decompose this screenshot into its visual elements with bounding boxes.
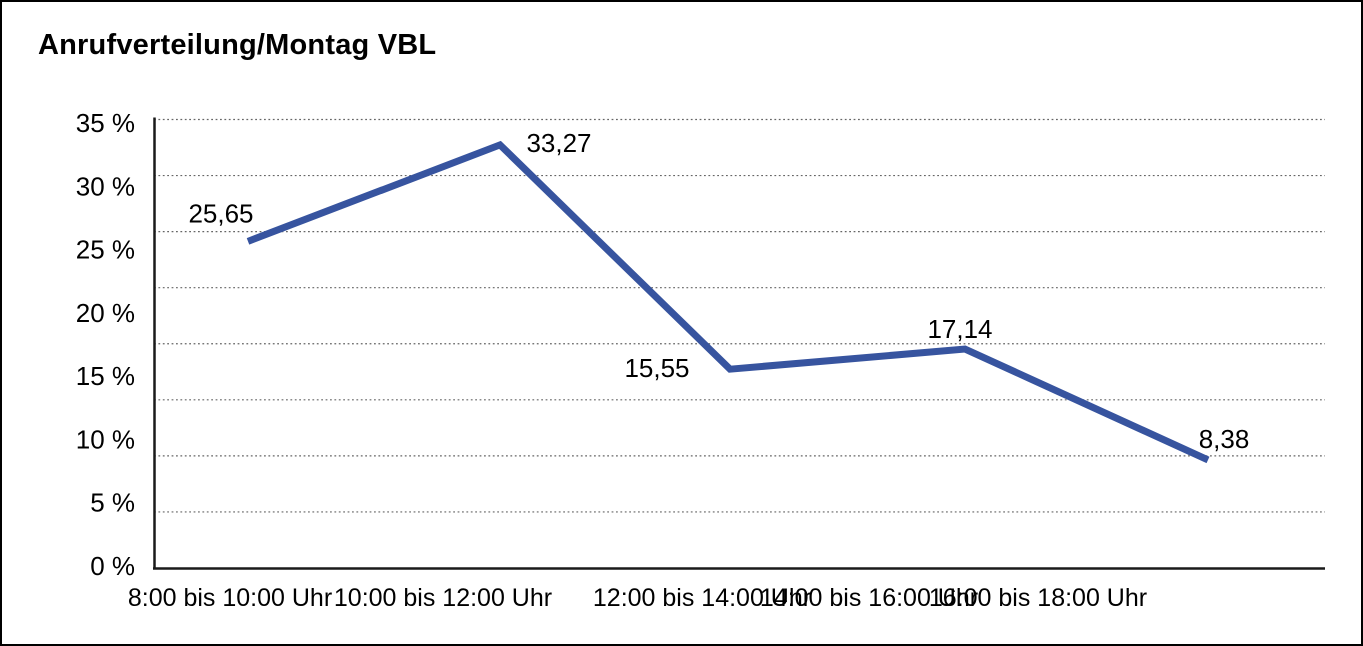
y-tick-label: 0 % <box>90 551 135 581</box>
data-point-label: 33,27 <box>526 128 591 158</box>
x-tick-label: 12:00 bis 14:00 Uhr <box>593 584 811 612</box>
series-line <box>246 140 1210 464</box>
data-point-label: 25,65 <box>188 198 253 228</box>
y-tick-label: 20 % <box>76 298 135 328</box>
y-tick-label: 25 % <box>76 235 135 265</box>
x-tick-label: 14:00 bis 16:00 Uhr <box>760 584 978 612</box>
y-tick-label: 5 % <box>90 488 135 518</box>
data-point-label: 8,38 <box>1199 424 1250 454</box>
y-tick-label: 10 % <box>76 424 135 454</box>
chart-title: Anrufverteilung/Montag VBL <box>38 29 437 61</box>
y-tick-label: 35 % <box>76 108 135 138</box>
y-tick-label: 15 % <box>76 361 135 391</box>
y-tick-label: 30 % <box>76 171 135 201</box>
x-tick-label: 16:00 bis 18:00 Uhr <box>929 584 1147 612</box>
x-tick-label: 8:00 bis 10:00 Uhr <box>128 584 332 612</box>
x-tick-label: 10:00 bis 12:00 Uhr <box>334 584 552 612</box>
data-point-label: 15,55 <box>624 353 689 383</box>
data-point-label: 17,14 <box>927 314 992 344</box>
